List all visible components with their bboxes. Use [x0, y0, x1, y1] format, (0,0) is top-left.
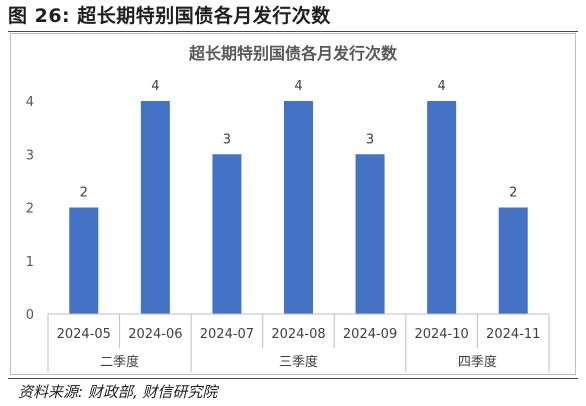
bar	[427, 101, 457, 314]
bar-value-label: 4	[294, 79, 302, 94]
bar-value-label: 4	[438, 79, 446, 94]
bar-value-label: 2	[80, 186, 88, 201]
x-tick-label: 2024-05	[57, 327, 111, 342]
x-group-label: 二季度	[100, 354, 139, 370]
y-tick-label: 4	[26, 95, 34, 110]
x-tick-label: 2024-10	[414, 327, 468, 342]
bar-value-label: 4	[151, 79, 159, 94]
y-axis: 0 1 2 3 4	[26, 95, 34, 323]
chart-title: 超长期特别国债各月发行次数	[188, 44, 398, 63]
x-group-label: 四季度	[458, 354, 497, 370]
figure-title: 图 26: 超长期特别国债各月发行次数	[8, 5, 331, 27]
x-tick-label: 2024-09	[343, 327, 397, 342]
x-tick-label: 2024-06	[128, 327, 182, 342]
y-tick-label: 3	[26, 148, 34, 163]
y-tick-label: 1	[26, 255, 34, 270]
x-tick-label: 2024-11	[486, 327, 540, 342]
x-tick-label: 2024-08	[271, 327, 325, 342]
x-tick-label: 2024-07	[200, 327, 254, 342]
bar-value-label: 3	[223, 132, 231, 147]
y-tick-label: 0	[26, 308, 34, 323]
bar	[69, 207, 99, 314]
x-group-label: 三季度	[279, 354, 318, 370]
y-tick-label: 2	[26, 202, 34, 217]
bar	[498, 207, 528, 314]
bar-series: 2 4 3 4 3 4 2	[69, 79, 528, 314]
source-note: 资料来源: 财政部, 财信研究院	[18, 383, 218, 401]
bar	[355, 154, 385, 314]
source-divider	[8, 378, 578, 379]
bar-value-label: 3	[366, 132, 374, 147]
x-axis: 2024-05 2024-06 2024-07 2024-08 2024-09 2024-…	[47, 313, 550, 372]
bar	[212, 154, 242, 314]
title-divider	[8, 31, 578, 32]
bar-value-label: 2	[509, 186, 517, 201]
bar	[284, 101, 313, 314]
bar	[140, 101, 170, 314]
